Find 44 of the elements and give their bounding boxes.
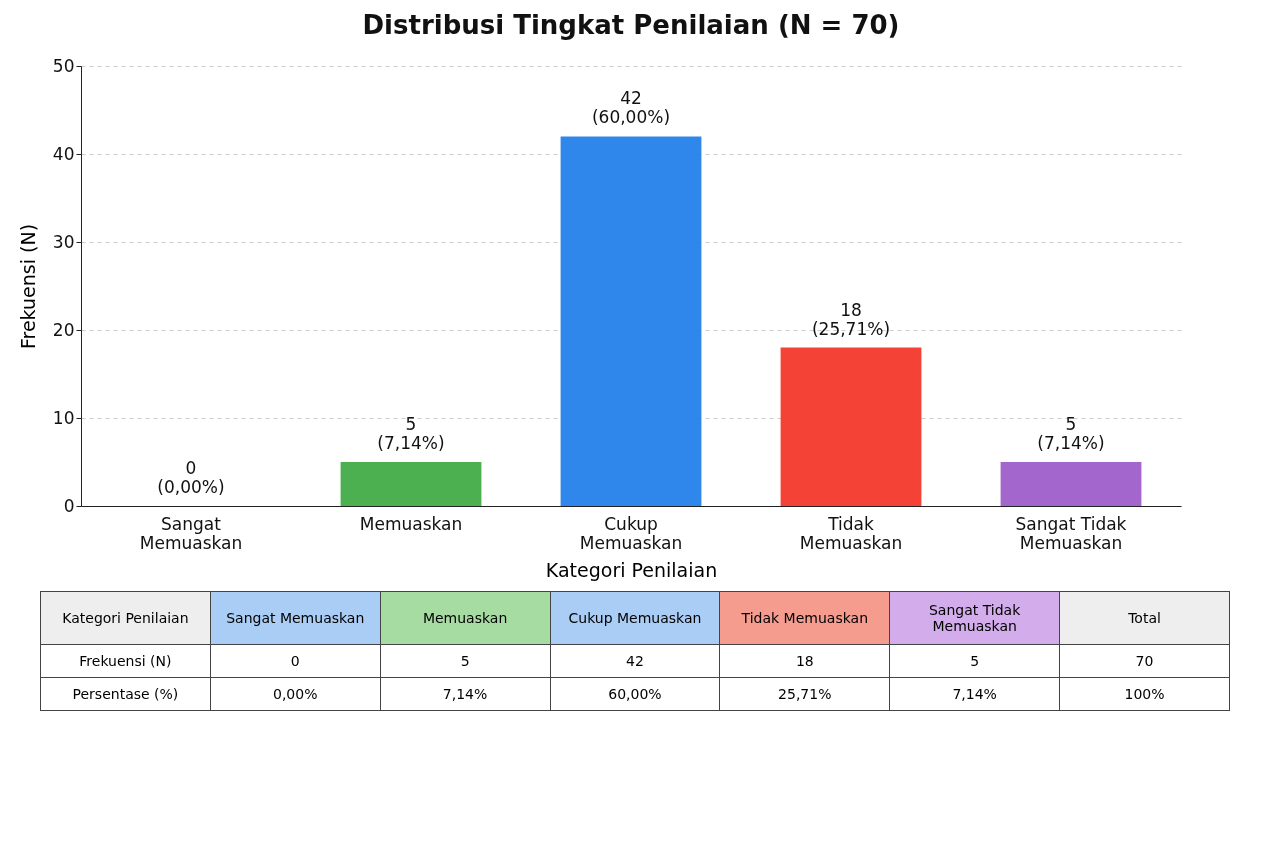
text: 60,00% xyxy=(608,686,662,702)
category-label: Sangat Memuaskan xyxy=(210,591,381,645)
data-label: 42 (60,00%) xyxy=(591,88,671,128)
y-tick-label: 0 xyxy=(63,495,75,516)
text: 5 xyxy=(460,653,470,669)
y-tick-label: 30 xyxy=(52,231,75,252)
text: 70 xyxy=(1135,653,1154,669)
text: Kategori Penilaian xyxy=(40,591,211,645)
chart-title: Distribusi Tingkat Penilaian (N = 70) xyxy=(362,10,900,40)
x-tick-label: Sangat Tidak Memuaskan xyxy=(1015,513,1127,553)
y-tick-label: 10 xyxy=(52,407,75,428)
category-label: Total xyxy=(1059,591,1230,645)
x-axis-title: Kategori Penilaian xyxy=(545,558,718,581)
category-label: Frekuensi (N) xyxy=(79,653,172,669)
text: 25,71% xyxy=(778,686,832,702)
data-label: 5 (7,14%) xyxy=(377,414,445,453)
y-tick-label: 40 xyxy=(52,143,75,164)
bar xyxy=(780,347,922,506)
y-axis-title: Frekuensi (N) xyxy=(16,223,39,350)
data-label: 18 (25,71%) xyxy=(811,299,891,339)
x-tick-label: Tidak Memuaskan xyxy=(799,513,903,553)
category-label: Persentase (%) xyxy=(72,686,179,702)
text: 0 xyxy=(290,653,300,669)
text: 0,00% xyxy=(273,686,318,702)
bar xyxy=(1000,462,1142,506)
bar xyxy=(560,136,702,506)
text: 100% xyxy=(1124,686,1165,702)
bar xyxy=(340,462,482,506)
data-label: 0 (0,00%) xyxy=(157,458,225,497)
y-tick-label: 20 xyxy=(52,319,75,340)
x-tick-label: Cukup Memuaskan xyxy=(579,513,683,553)
x-tick-label: Memuaskan xyxy=(359,513,463,534)
text: 18 xyxy=(795,653,814,669)
data-label: 5 (7,14%) xyxy=(1037,414,1105,453)
category-label: Cukup Memuaskan xyxy=(550,591,720,645)
text: 7,14% xyxy=(952,686,997,702)
text: 42 xyxy=(626,653,644,669)
text: 7,14% xyxy=(442,686,488,702)
x-tick-label: Sangat Memuaskan xyxy=(139,513,243,553)
category-label: Sangat Tidak Memuaskan xyxy=(889,591,1060,645)
category-label: Tidak Memuaskan xyxy=(719,591,890,645)
y-tick-label: 50 xyxy=(52,55,75,76)
text: 5 xyxy=(970,653,980,669)
category-label: Memuaskan xyxy=(380,591,551,645)
